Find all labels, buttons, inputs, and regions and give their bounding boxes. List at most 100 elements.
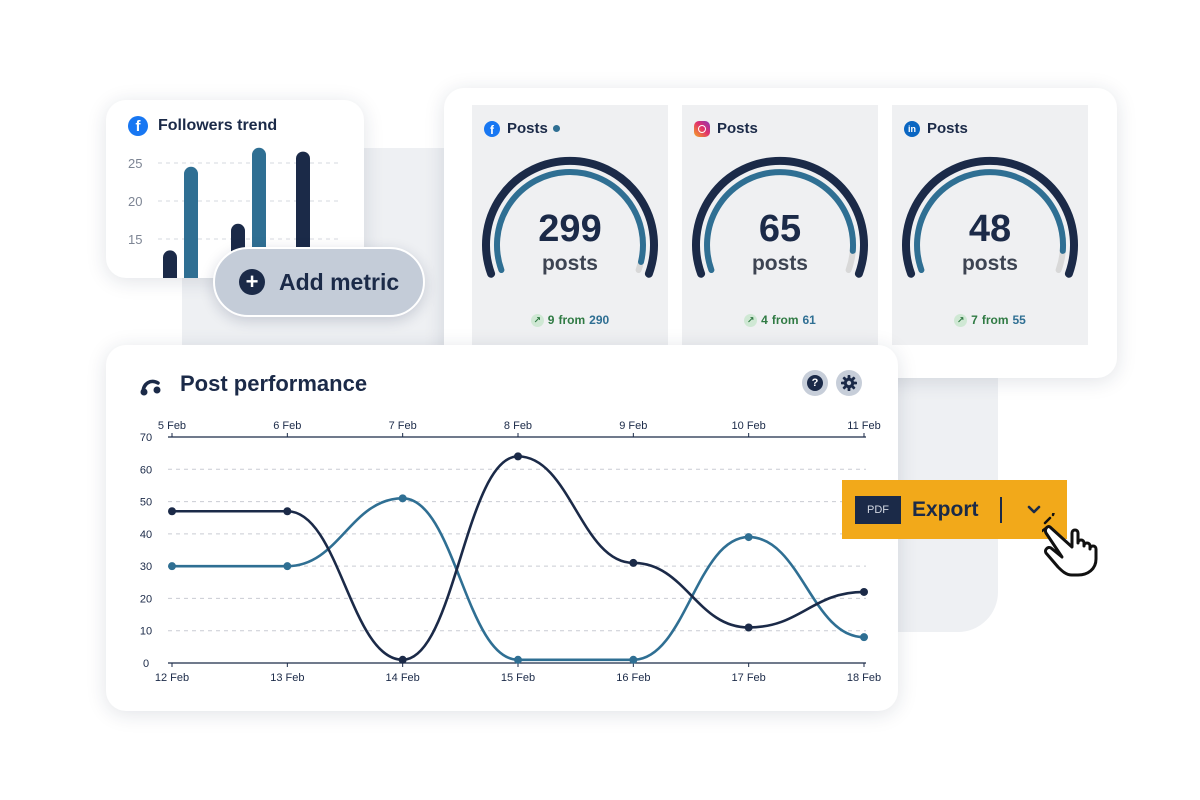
posts-card-title: Posts [507, 120, 548, 137]
post-performance-title: Post performance [180, 371, 368, 396]
posts-value: 48 [968, 208, 1012, 250]
export-divider [1000, 497, 1002, 523]
trend-up-icon: ↗ [954, 313, 968, 327]
from-label: from [981, 313, 1009, 327]
posts-card-title: Posts [927, 120, 968, 137]
facebook-icon: f [484, 120, 500, 137]
x-tick-label: 18 Feb [847, 672, 881, 684]
x-tick-label-top: 7 Feb [389, 420, 417, 432]
posts-delta: ↗ 4 from 61 [682, 313, 878, 327]
status-dot [552, 125, 560, 132]
posts-gauge [692, 156, 868, 278]
linkedin-icon: in [904, 120, 920, 137]
posts-unit: posts [961, 252, 1018, 275]
data-point [629, 655, 638, 664]
data-point [168, 507, 176, 516]
post-performance-card: 0 10 20 30 40 50 60 70 12 Feb 5 Feb 13 Feb 6 Feb 14 … [106, 345, 898, 711]
y-tick-label: 0 [143, 658, 149, 670]
x-tick-label: 12 Feb [155, 672, 189, 684]
data-point [514, 452, 522, 461]
post-performance-chart: 0 10 20 30 40 50 60 70 12 Feb 5 Feb 13 Feb 6 Feb 14 … [140, 420, 881, 684]
y-tick-label: 30 [140, 561, 152, 573]
previous-value: 290 [589, 313, 610, 327]
previous-value: 61 [802, 313, 816, 327]
help-button[interactable]: ? [802, 370, 828, 396]
linkedin-posts-card[interactable]: in Posts 48 posts ↗ 7 from 55 [892, 105, 1088, 345]
x-tick-label: 13 Feb [270, 672, 304, 684]
gauge-fill [704, 169, 857, 273]
previous-value: 55 [1012, 313, 1026, 327]
data-point [398, 494, 407, 503]
y-tick-label: 20 [140, 593, 152, 605]
data-point [744, 533, 753, 542]
y-tick-label: 50 [140, 497, 152, 509]
x-tick-label: 15 Feb [501, 672, 535, 684]
x-tick-label: 16 Feb [616, 672, 650, 684]
gauge-outer-arc [482, 156, 658, 278]
bar [252, 147, 266, 278]
data-point [860, 587, 868, 596]
y-tick-label: 25 [128, 156, 142, 171]
delta-value: 7 [971, 313, 978, 327]
from-label: from [558, 313, 586, 327]
delta-value: 9 [547, 313, 555, 327]
posts-cards-group: f Posts 299 posts ↗ 9 from 290 Posts 65 … [444, 88, 1117, 378]
instagram-icon [694, 120, 710, 137]
bar [296, 151, 310, 278]
export-button[interactable]: PDF Export [842, 480, 1067, 539]
posts-gauge [482, 156, 658, 278]
posts-card-header: f Posts [484, 120, 560, 137]
posts-value: 65 [758, 208, 802, 250]
delta-value: 4 [761, 313, 768, 327]
gauge-outer-arc [902, 156, 1078, 278]
followers-trend-header: f Followers trend [128, 116, 277, 136]
posts-card-header: Posts [694, 120, 758, 137]
posts-card-title: Posts [717, 120, 758, 137]
x-tick-label-top: 10 Feb [732, 420, 766, 432]
data-point [514, 655, 522, 664]
posts-delta: ↗ 9 from 290 [472, 313, 668, 327]
chevron-down-icon[interactable] [1023, 498, 1045, 520]
export-label: Export [912, 497, 979, 521]
data-point [744, 623, 753, 632]
y-tick-label: 20 [128, 194, 142, 209]
posts-gauge [902, 156, 1078, 278]
posts-card-header: in Posts [904, 120, 968, 137]
trend-up-icon: ↗ [530, 313, 544, 327]
plus-icon: + [239, 269, 265, 295]
x-tick-label-top: 5 Feb [158, 420, 186, 432]
y-tick-label: 10 [140, 626, 152, 638]
pdf-badge: PDF [855, 495, 901, 524]
facebook-posts-card[interactable]: f Posts 299 posts ↗ 9 from 290 [472, 105, 668, 345]
performance-icon [140, 379, 161, 396]
y-tick-label: 70 [140, 432, 152, 444]
data-point [283, 507, 292, 516]
add-metric-button[interactable]: + Add metric [213, 247, 425, 317]
question-icon: ? [807, 375, 823, 391]
pointer-hand-icon [1042, 513, 1098, 577]
posts-value: 299 [538, 208, 602, 250]
y-tick-label: 15 [128, 232, 142, 247]
bar [184, 166, 198, 278]
gauge-fill [914, 169, 1067, 273]
bar [163, 250, 177, 278]
data-point [168, 562, 176, 571]
settings-button[interactable] [836, 370, 862, 396]
instagram-posts-card[interactable]: Posts 65 posts ↗ 4 from 61 [682, 105, 878, 345]
posts-unit: posts [541, 252, 598, 275]
followers-trend-card: 15 20 25 f Followers trend [106, 100, 364, 278]
gear-icon [841, 375, 857, 391]
followers-trend-title: Followers trend [158, 117, 278, 134]
posts-unit: posts [751, 252, 808, 275]
facebook-icon: f [128, 116, 148, 136]
x-tick-label-top: 6 Feb [273, 420, 301, 432]
data-point [398, 655, 407, 664]
from-label: from [771, 313, 799, 327]
data-point [860, 633, 868, 642]
posts-delta: ↗ 7 from 55 [892, 313, 1088, 327]
series-line [172, 455, 865, 662]
y-tick-label: 60 [140, 464, 152, 476]
gauge-fill [494, 169, 646, 273]
x-tick-label: 14 Feb [386, 672, 420, 684]
x-tick-label-top: 11 Feb [847, 420, 880, 432]
